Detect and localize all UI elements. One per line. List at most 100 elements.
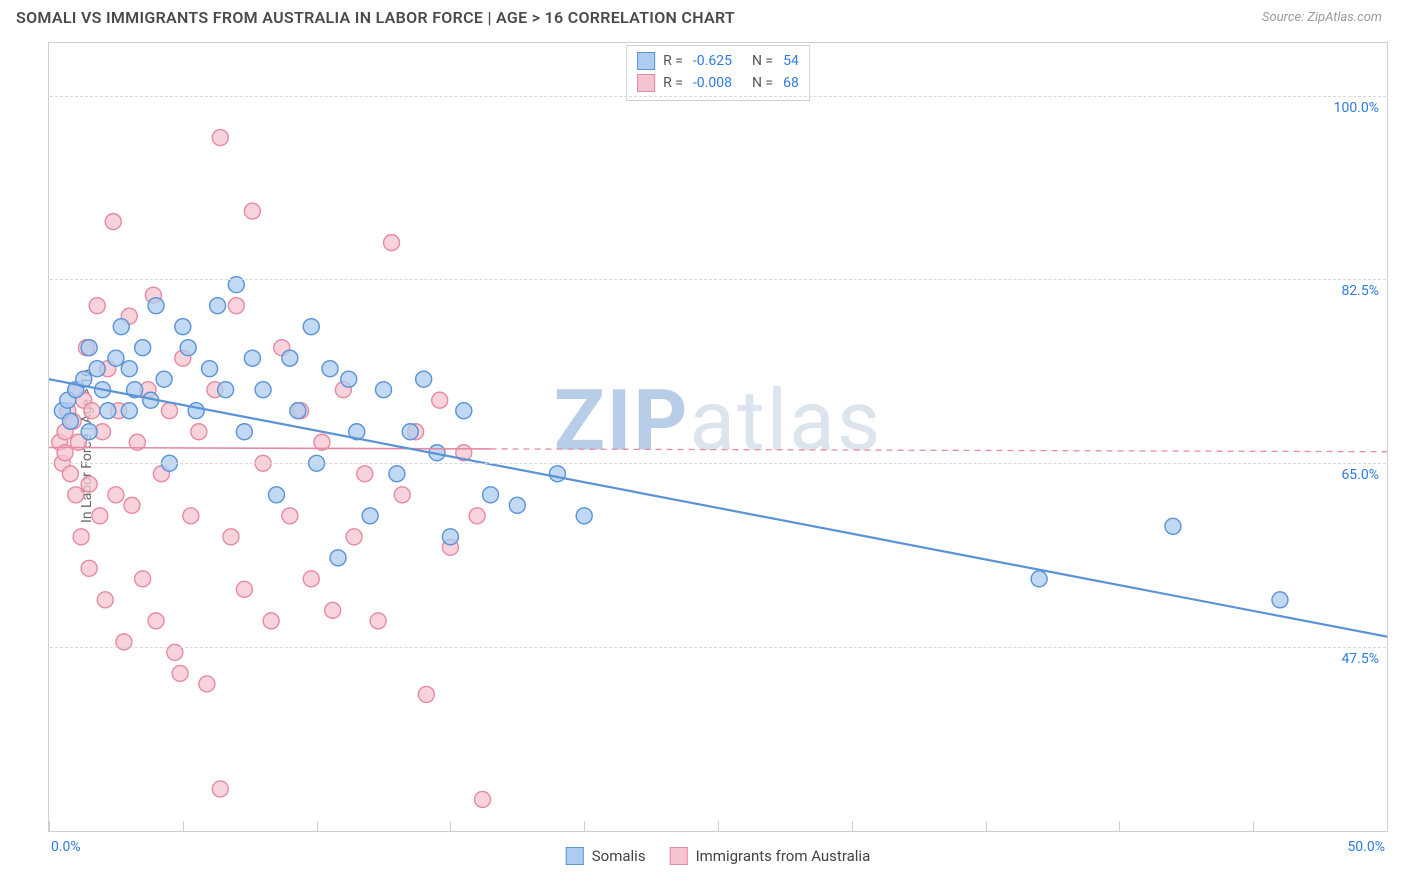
data-point-australia — [282, 508, 298, 524]
data-point-australia — [148, 613, 164, 629]
data-point-somalis — [483, 487, 499, 503]
data-point-somalis — [121, 361, 137, 377]
data-point-somalis — [188, 403, 204, 419]
page-title: SOMALI VS IMMIGRANTS FROM AUSTRALIA IN L… — [16, 8, 735, 27]
r-label: R = — [663, 72, 683, 94]
data-point-somalis — [268, 487, 284, 503]
series-legend: Somalis Immigrants from Australia — [566, 847, 870, 865]
x-tick — [1387, 821, 1388, 831]
data-point-australia — [394, 487, 410, 503]
data-point-somalis — [135, 340, 151, 356]
data-point-somalis — [330, 550, 346, 566]
data-point-australia — [62, 466, 78, 482]
stats-legend-row-australia: R = -0.008 N = 68 — [637, 72, 799, 94]
data-point-australia — [418, 686, 434, 702]
x-axis-min-label: 0.0% — [51, 839, 81, 855]
data-point-somalis — [100, 403, 116, 419]
data-point-somalis — [81, 424, 97, 440]
data-point-australia — [81, 476, 97, 492]
x-tick — [1253, 821, 1254, 831]
n-label: N = — [752, 72, 773, 94]
r-value-somalis: -0.625 — [693, 50, 732, 72]
data-point-australia — [475, 791, 491, 807]
swatch-australia — [670, 847, 688, 865]
data-point-australia — [97, 592, 113, 608]
data-point-somalis — [113, 319, 129, 335]
data-point-somalis — [1272, 592, 1288, 608]
data-point-australia — [432, 392, 448, 408]
x-tick — [852, 821, 853, 831]
x-tick — [584, 821, 585, 831]
data-point-australia — [68, 487, 84, 503]
data-point-somalis — [236, 424, 252, 440]
data-point-australia — [228, 298, 244, 314]
data-point-somalis — [121, 403, 137, 419]
data-point-australia — [212, 130, 228, 146]
swatch-somalis — [637, 52, 655, 70]
data-point-australia — [135, 571, 151, 587]
data-point-somalis — [303, 319, 319, 335]
gridline — [50, 647, 1386, 648]
data-point-australia — [89, 298, 105, 314]
x-tick — [986, 821, 987, 831]
data-point-australia — [108, 487, 124, 503]
x-tick — [317, 821, 318, 831]
legend-item-australia: Immigrants from Australia — [670, 847, 871, 865]
data-point-somalis — [376, 382, 392, 398]
data-point-somalis — [218, 382, 234, 398]
data-point-somalis — [290, 403, 306, 419]
data-point-australia — [469, 508, 485, 524]
gridline — [50, 279, 1386, 280]
trendline-somalis — [49, 379, 1387, 636]
r-value-australia: -0.008 — [693, 72, 732, 94]
chart-container: ZIPatlas R = -0.625 N = 54 R = -0.008 N … — [48, 42, 1388, 832]
data-point-australia — [92, 508, 108, 524]
n-value-somalis: 54 — [783, 50, 799, 72]
data-point-somalis — [576, 508, 592, 524]
data-point-somalis — [362, 508, 378, 524]
data-point-somalis — [148, 298, 164, 314]
data-point-somalis — [202, 361, 218, 377]
data-point-somalis — [416, 371, 432, 387]
y-grid-label: 100.0% — [1334, 100, 1379, 116]
data-point-australia — [183, 508, 199, 524]
data-point-somalis — [210, 298, 226, 314]
data-point-australia — [303, 571, 319, 587]
data-point-somalis — [282, 350, 298, 366]
data-point-australia — [161, 403, 177, 419]
swatch-somalis — [566, 847, 584, 865]
data-point-somalis — [442, 529, 458, 545]
data-point-australia — [199, 676, 215, 692]
data-point-somalis — [322, 361, 338, 377]
data-point-somalis — [549, 466, 565, 482]
trendline-dashed-australia — [491, 449, 1387, 452]
y-grid-label: 47.5% — [1341, 651, 1379, 667]
data-point-australia — [81, 560, 97, 576]
data-point-somalis — [456, 403, 472, 419]
data-point-somalis — [1031, 571, 1047, 587]
data-point-somalis — [244, 350, 260, 366]
data-point-somalis — [402, 424, 418, 440]
data-point-somalis — [341, 371, 357, 387]
gridline — [50, 96, 1386, 97]
swatch-australia — [637, 74, 655, 92]
data-point-australia — [346, 529, 362, 545]
data-point-australia — [370, 613, 386, 629]
source-attribution: Source: ZipAtlas.com — [1262, 10, 1382, 25]
data-point-australia — [191, 424, 207, 440]
data-point-somalis — [108, 350, 124, 366]
gridline — [50, 463, 1386, 464]
legend-label-australia: Immigrants from Australia — [696, 847, 871, 865]
data-point-somalis — [81, 340, 97, 356]
data-point-australia — [124, 497, 140, 513]
x-axis-max-label: 50.0% — [1347, 839, 1385, 855]
data-point-somalis — [509, 497, 525, 513]
stats-legend: R = -0.625 N = 54 R = -0.008 N = 68 — [626, 45, 810, 101]
x-tick — [450, 821, 451, 831]
data-point-australia — [212, 781, 228, 797]
data-point-australia — [236, 581, 252, 597]
data-point-somalis — [389, 466, 405, 482]
data-point-australia — [172, 665, 188, 681]
x-tick — [718, 821, 719, 831]
y-grid-label: 82.5% — [1341, 283, 1379, 299]
